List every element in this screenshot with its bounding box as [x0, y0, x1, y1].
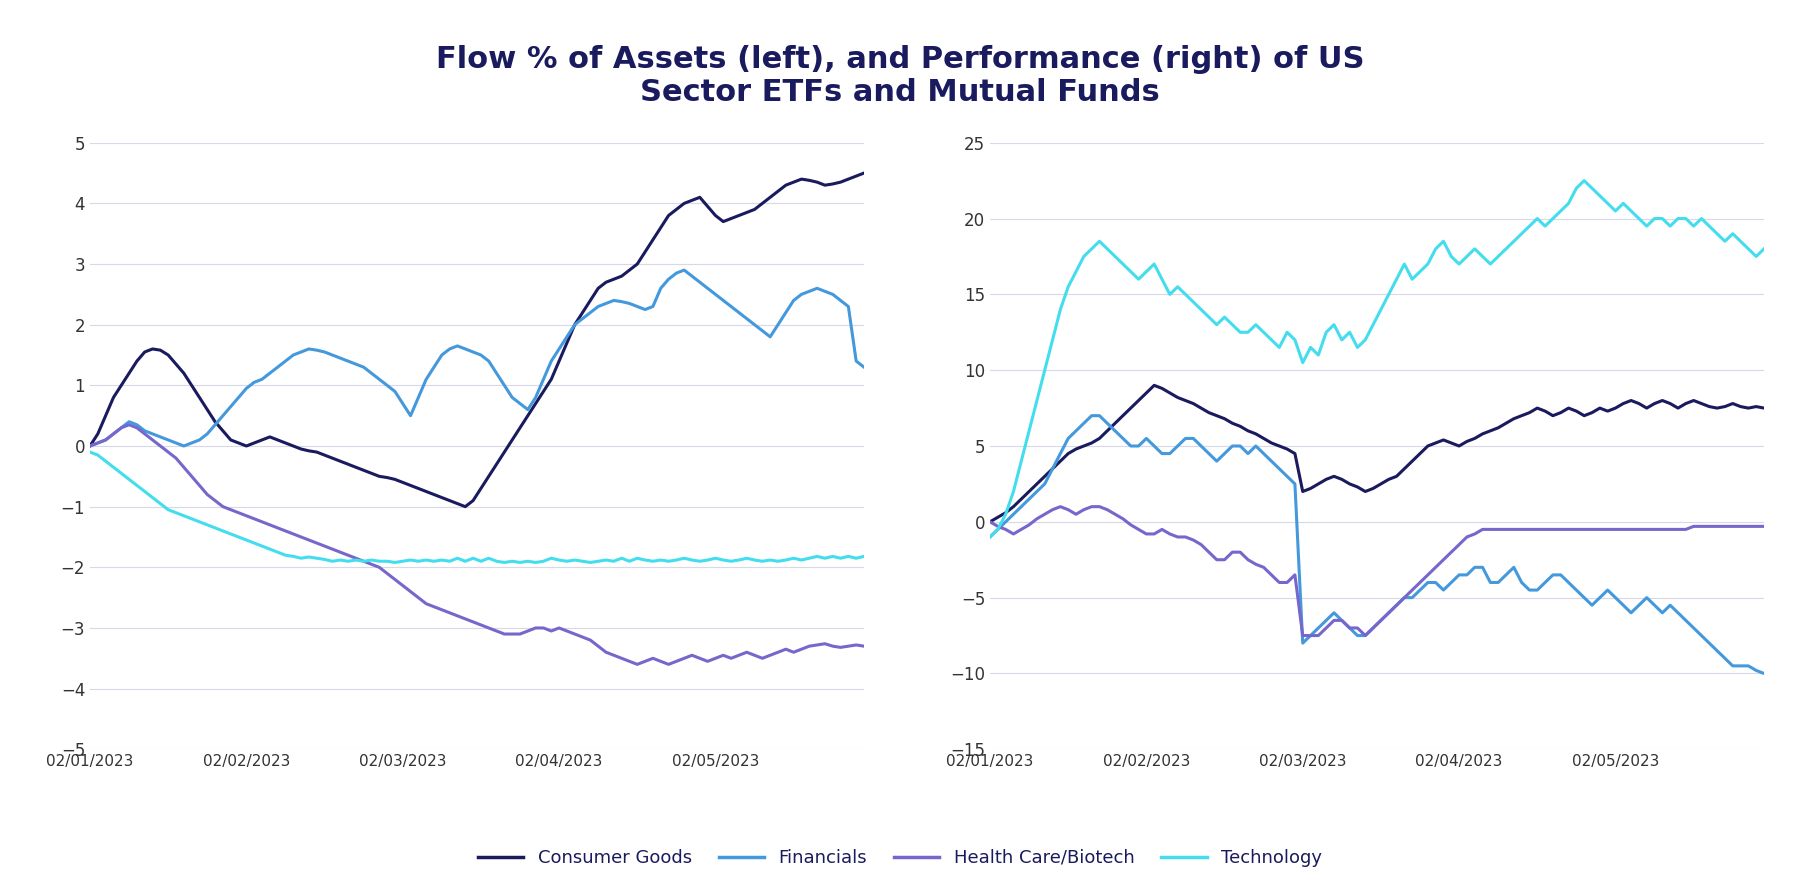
Text: Flow % of Assets (left), and Performance (right) of US
Sector ETFs and Mutual Fu: Flow % of Assets (left), and Performance… [436, 45, 1364, 107]
Legend: Consumer Goods, Financials, Health Care/Biotech, Technology: Consumer Goods, Financials, Health Care/… [472, 842, 1328, 874]
